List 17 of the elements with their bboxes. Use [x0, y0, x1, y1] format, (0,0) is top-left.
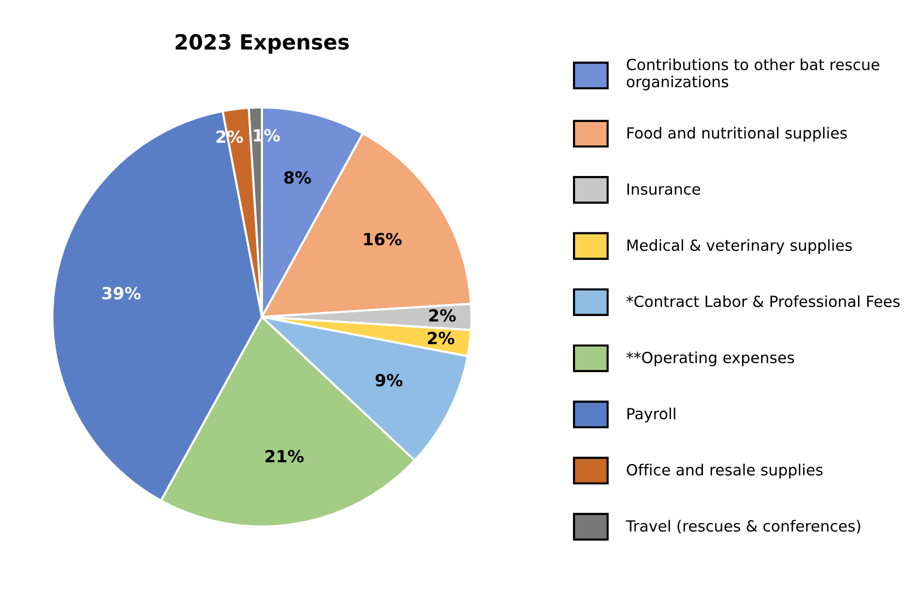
data-label: 21%: [266, 450, 304, 462]
legend-label: *Contract Labor & Professional Fees: [626, 295, 900, 308]
legend-label: Payroll: [627, 408, 676, 422]
legend-label: Food and nutritional supplies: [627, 126, 847, 142]
data-label: 9%: [376, 374, 402, 386]
data-label: 8%: [284, 171, 311, 184]
legend-label: Office and resale supplies: [626, 464, 823, 479]
legend-label: Insurance: [627, 183, 700, 195]
data-label: 16%: [364, 232, 402, 246]
data-label: 2%: [429, 309, 456, 322]
legend-label: Contributions to other bat rescue organizations: [626, 58, 880, 90]
legend-label: Medical & veterinary supplies: [627, 239, 852, 254]
legend-label: **Operating expenses: [626, 351, 794, 366]
chart-title: 2023 Expenses: [176, 34, 349, 54]
legend-label: Travel (rescues & conferences): [626, 520, 860, 534]
data-label: 2%: [428, 332, 454, 344]
data-label: 39%: [102, 286, 141, 300]
